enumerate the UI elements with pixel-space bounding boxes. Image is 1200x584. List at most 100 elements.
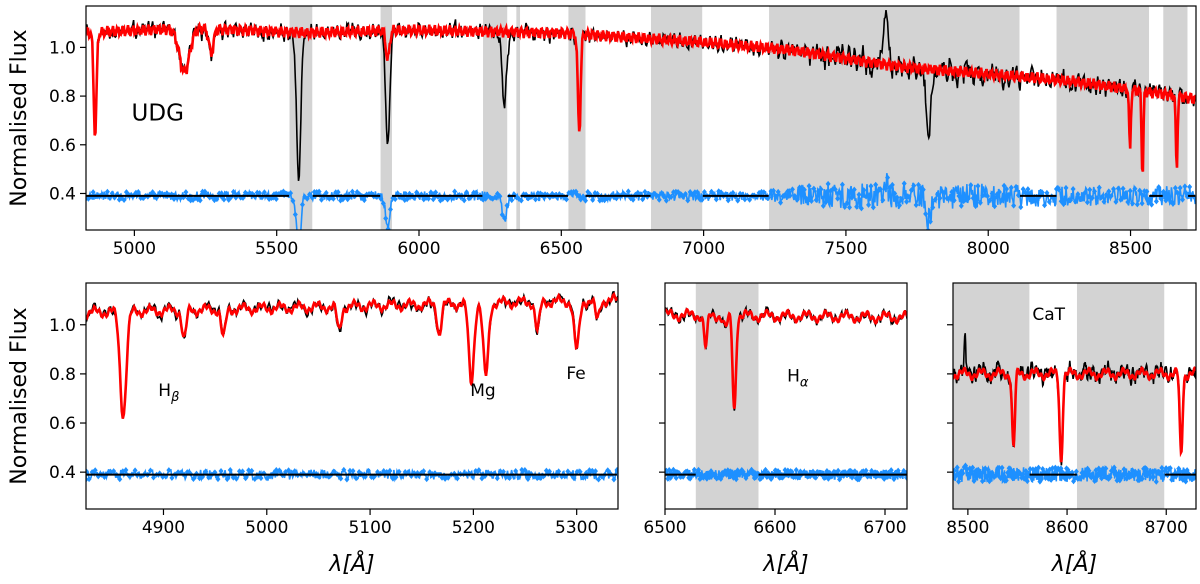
residual-point (733, 476, 739, 483)
x-tick-label: 6600 (753, 518, 796, 538)
residual-point (1182, 183, 1188, 190)
residual-point (642, 188, 648, 195)
residual-point (461, 197, 467, 204)
residual-point (332, 468, 338, 475)
residual-point (956, 478, 962, 485)
residual-point (1089, 195, 1095, 202)
model-series (86, 21, 1196, 172)
residual-point (892, 190, 898, 197)
residual-point (820, 202, 826, 209)
residual-point (958, 202, 964, 209)
residual-point (1127, 187, 1133, 194)
residual-point (956, 193, 962, 200)
plot-area (86, 290, 618, 483)
residual-point (169, 474, 175, 481)
x-tick-label: 8600 (1045, 518, 1088, 538)
residual-point (682, 190, 688, 197)
residual-point (1094, 195, 1100, 202)
residual-point (224, 476, 230, 483)
residual-point (578, 196, 584, 203)
residual-point (975, 466, 981, 473)
residual-point (1122, 190, 1128, 197)
residual-point (932, 196, 938, 203)
residual-point (856, 191, 862, 198)
residual-point (701, 188, 707, 195)
residual-point (404, 196, 410, 203)
residual-point (504, 202, 510, 209)
residual-point (1099, 475, 1105, 482)
residual-point (880, 197, 886, 204)
residual-point (659, 190, 665, 197)
residual-point (249, 467, 255, 474)
residual-point (454, 475, 460, 482)
residual-point (792, 192, 798, 199)
residual-point (218, 467, 224, 474)
residual-point (999, 196, 1005, 203)
residual-point (1153, 478, 1159, 485)
residual-point (344, 476, 350, 483)
residual-point (1128, 473, 1134, 480)
residual-point (497, 468, 503, 475)
residual-point (261, 189, 267, 196)
residual-point (849, 194, 855, 201)
residual-point (121, 197, 127, 204)
residual-point (951, 197, 957, 204)
residual-point (575, 192, 581, 199)
axes-frame (85, 5, 1197, 231)
panel-halpha: 6500 6600 6700 λ[Å] Hα (643, 282, 908, 577)
y-axis-label: Normalised Flux (7, 307, 32, 484)
residual-point (835, 195, 841, 202)
residual-point (946, 194, 952, 201)
residual-point (1165, 195, 1171, 202)
residual-point (233, 475, 239, 482)
residual-point (868, 183, 874, 190)
residual-point (365, 467, 371, 474)
residual-point (473, 189, 479, 196)
residual-point (863, 193, 869, 200)
residual-point (665, 467, 669, 474)
residual-point (273, 196, 279, 203)
residual-point (166, 467, 172, 474)
residual-point (1000, 472, 1006, 479)
residual-point (718, 189, 724, 196)
residual-point (960, 470, 966, 477)
residual-point (1027, 190, 1033, 197)
residual-point (299, 201, 305, 208)
residual-point (854, 203, 860, 210)
residual-point (882, 185, 888, 192)
residual-point (1159, 464, 1165, 471)
residual-point (666, 467, 672, 474)
residual-point (832, 186, 838, 193)
residual-point (258, 475, 264, 482)
residual-point (214, 196, 220, 203)
residual-point (492, 194, 498, 201)
model-series (665, 307, 907, 409)
residual-point (452, 188, 458, 195)
residual-point (742, 196, 748, 203)
residual-point (1086, 467, 1092, 474)
residual-point (1177, 184, 1183, 191)
residual-point (361, 197, 367, 204)
x-tick-label: 5000 (245, 518, 288, 538)
residual-point (977, 199, 983, 206)
residual-point (580, 474, 586, 481)
y-tick-label: 0.8 (49, 365, 76, 385)
residual-point (614, 466, 618, 473)
x-tick-label: 7000 (682, 239, 725, 259)
residual-point (942, 189, 948, 196)
residual-point (1056, 186, 1062, 193)
residual-point (1003, 477, 1009, 484)
residual-point (1101, 198, 1107, 205)
residual-point (135, 189, 141, 196)
residual-point (589, 467, 595, 474)
residual-point (1046, 198, 1052, 205)
residual-point (930, 204, 936, 211)
residual-point (993, 472, 999, 479)
x-axis-label: λ[Å] (1051, 550, 1097, 577)
residual-point (1115, 185, 1121, 192)
residual-point (804, 195, 810, 202)
residual-point (835, 467, 841, 474)
residual-point (387, 206, 393, 213)
residual-point (330, 195, 336, 202)
